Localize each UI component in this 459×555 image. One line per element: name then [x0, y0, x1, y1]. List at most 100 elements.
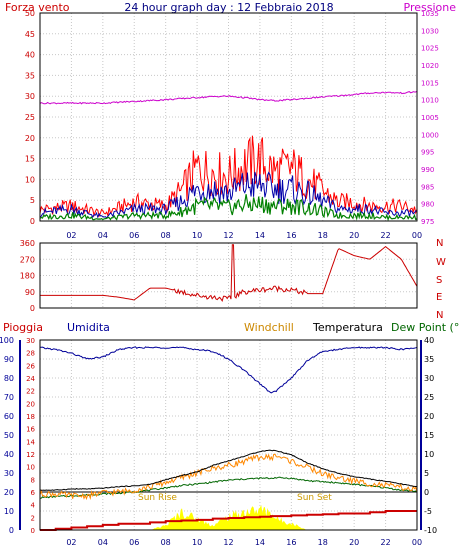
hour-tick-label: 02 — [66, 231, 76, 240]
direction-tick-label: 270 — [20, 255, 35, 264]
wind-tick-label: 25 — [25, 113, 35, 122]
rain-tick-label: 14 — [26, 438, 35, 446]
hour-tick-label: 08 — [161, 231, 171, 240]
pressure-tick-label: 1035 — [421, 10, 439, 18]
hour-tick-label: 00 — [412, 231, 422, 240]
panel3-series — [39, 346, 418, 531]
wind-tick-label: 20 — [25, 134, 35, 143]
humidity-tick-label: 10 — [4, 507, 14, 516]
sunset-label: Sun Set — [297, 493, 332, 503]
pressure-tick-label: 1000 — [421, 131, 439, 139]
pressure-tick-label: 1005 — [421, 114, 439, 122]
rain-tick-label: 22 — [26, 388, 35, 396]
hour-tick-label: 18 — [318, 231, 328, 240]
direction-tick-label: 0 — [30, 304, 35, 313]
sunrise-label: Sun Rise — [138, 493, 177, 503]
panel3-ticks: 0102030405060708090100024681012141618202… — [0, 336, 437, 547]
chart-title: 24 hour graph day : 12 Febbraio 2018 — [124, 1, 333, 14]
wind-direction-series — [40, 244, 418, 302]
humidity-tick-label: 40 — [4, 450, 14, 459]
pressure-tick-label: 1010 — [421, 97, 439, 105]
temperature-tick-label: -10 — [424, 526, 437, 535]
humidity-tick-label: 20 — [4, 488, 14, 497]
hour-tick-label: 14 — [255, 231, 265, 240]
humidity-series — [40, 346, 418, 394]
direction-tick-label: 180 — [20, 272, 35, 281]
hour-tick-label: 20 — [349, 231, 359, 240]
humidity-tick-label: 90 — [4, 355, 14, 364]
pressure-tick-label: 975 — [421, 218, 434, 226]
panel1-series — [39, 90, 418, 222]
humidity-tick-label: 70 — [4, 393, 14, 402]
panel3-frame — [39, 339, 418, 531]
dewpoint-series — [39, 476, 418, 499]
hour-tick-label: 14 — [255, 538, 265, 547]
panel1-ticks: 0510152025303540455097598098599099510001… — [25, 9, 439, 240]
hour-tick-label: 20 — [349, 538, 359, 547]
panel2-series — [40, 244, 418, 302]
compass-tick-label: N — [436, 238, 443, 249]
rain-tick-label: 10 — [26, 464, 35, 472]
temperature-tick-label: 40 — [424, 336, 434, 345]
rain-tick-label: 30 — [26, 337, 35, 345]
hour-tick-label: 22 — [380, 231, 390, 240]
humidity-tick-label: 100 — [0, 336, 14, 345]
wind-tick-label: 50 — [25, 9, 35, 18]
rain-tick-label: 28 — [26, 350, 35, 358]
hour-tick-label: 16 — [286, 538, 296, 547]
pressure-tick-label: 995 — [421, 149, 434, 157]
compass-tick-label: S — [436, 275, 442, 286]
wind-tick-label: 45 — [25, 30, 35, 39]
hour-tick-label: 00 — [412, 538, 422, 547]
wind-axis-title: Forza vento — [5, 1, 70, 14]
wind-tick-label: 10 — [25, 175, 35, 184]
temperature-tick-label: 5 — [424, 469, 429, 478]
hour-tick-label: 08 — [161, 538, 171, 547]
hour-tick-label: 10 — [192, 231, 202, 240]
wind-tick-label: 30 — [25, 92, 35, 101]
hour-tick-label: 18 — [318, 538, 328, 547]
pressure-tick-label: 1030 — [421, 27, 439, 35]
direction-tick-label: 90 — [25, 288, 35, 297]
panel2-frame — [39, 242, 418, 309]
dewpoint-legend: Dew Point (°C — [391, 321, 459, 334]
humidity-tick-label: 30 — [4, 469, 14, 478]
pressure-tick-label: 1020 — [421, 62, 439, 70]
windchill-series — [39, 453, 418, 501]
rain-tick-label: 20 — [26, 400, 35, 408]
pressure-tick-label: 1015 — [421, 79, 439, 87]
wind-low-series — [39, 194, 418, 222]
temperature-tick-label: 15 — [424, 431, 434, 440]
rain-series — [40, 510, 417, 531]
pressure-tick-label: 990 — [421, 166, 434, 174]
wind-tick-label: 35 — [25, 71, 35, 80]
hour-tick-label: 16 — [286, 231, 296, 240]
compass-tick-label: W — [436, 257, 446, 268]
temperature-tick-label: 30 — [424, 374, 434, 383]
pressure-series — [39, 90, 418, 105]
rain-tick-label: 0 — [31, 527, 35, 535]
rain-tick-label: 26 — [26, 362, 35, 370]
temperature-tick-label: 10 — [424, 450, 434, 459]
wind-avg-series — [39, 171, 418, 219]
hour-tick-label: 04 — [98, 538, 108, 547]
hour-tick-label: 02 — [66, 538, 76, 547]
panel2-grid — [40, 242, 418, 309]
rain-tick-label: 8 — [31, 476, 35, 484]
compass-tick-label: E — [436, 292, 442, 303]
hour-tick-label: 12 — [223, 538, 233, 547]
temperature-tick-label: 20 — [424, 412, 434, 421]
pressure-tick-label: 1025 — [421, 45, 439, 53]
humidity-tick-label: 50 — [4, 431, 14, 440]
panel1-frame — [39, 12, 418, 222]
humidity-tick-label: 60 — [4, 412, 14, 421]
wind-tick-label: 15 — [25, 155, 35, 164]
wind-gust-series — [39, 135, 418, 218]
hour-tick-label: 06 — [129, 231, 139, 240]
pressure-tick-label: 980 — [421, 201, 434, 209]
solar-area — [40, 504, 417, 530]
compass-tick-label: N — [436, 310, 443, 321]
wind-tick-label: 40 — [25, 51, 35, 60]
